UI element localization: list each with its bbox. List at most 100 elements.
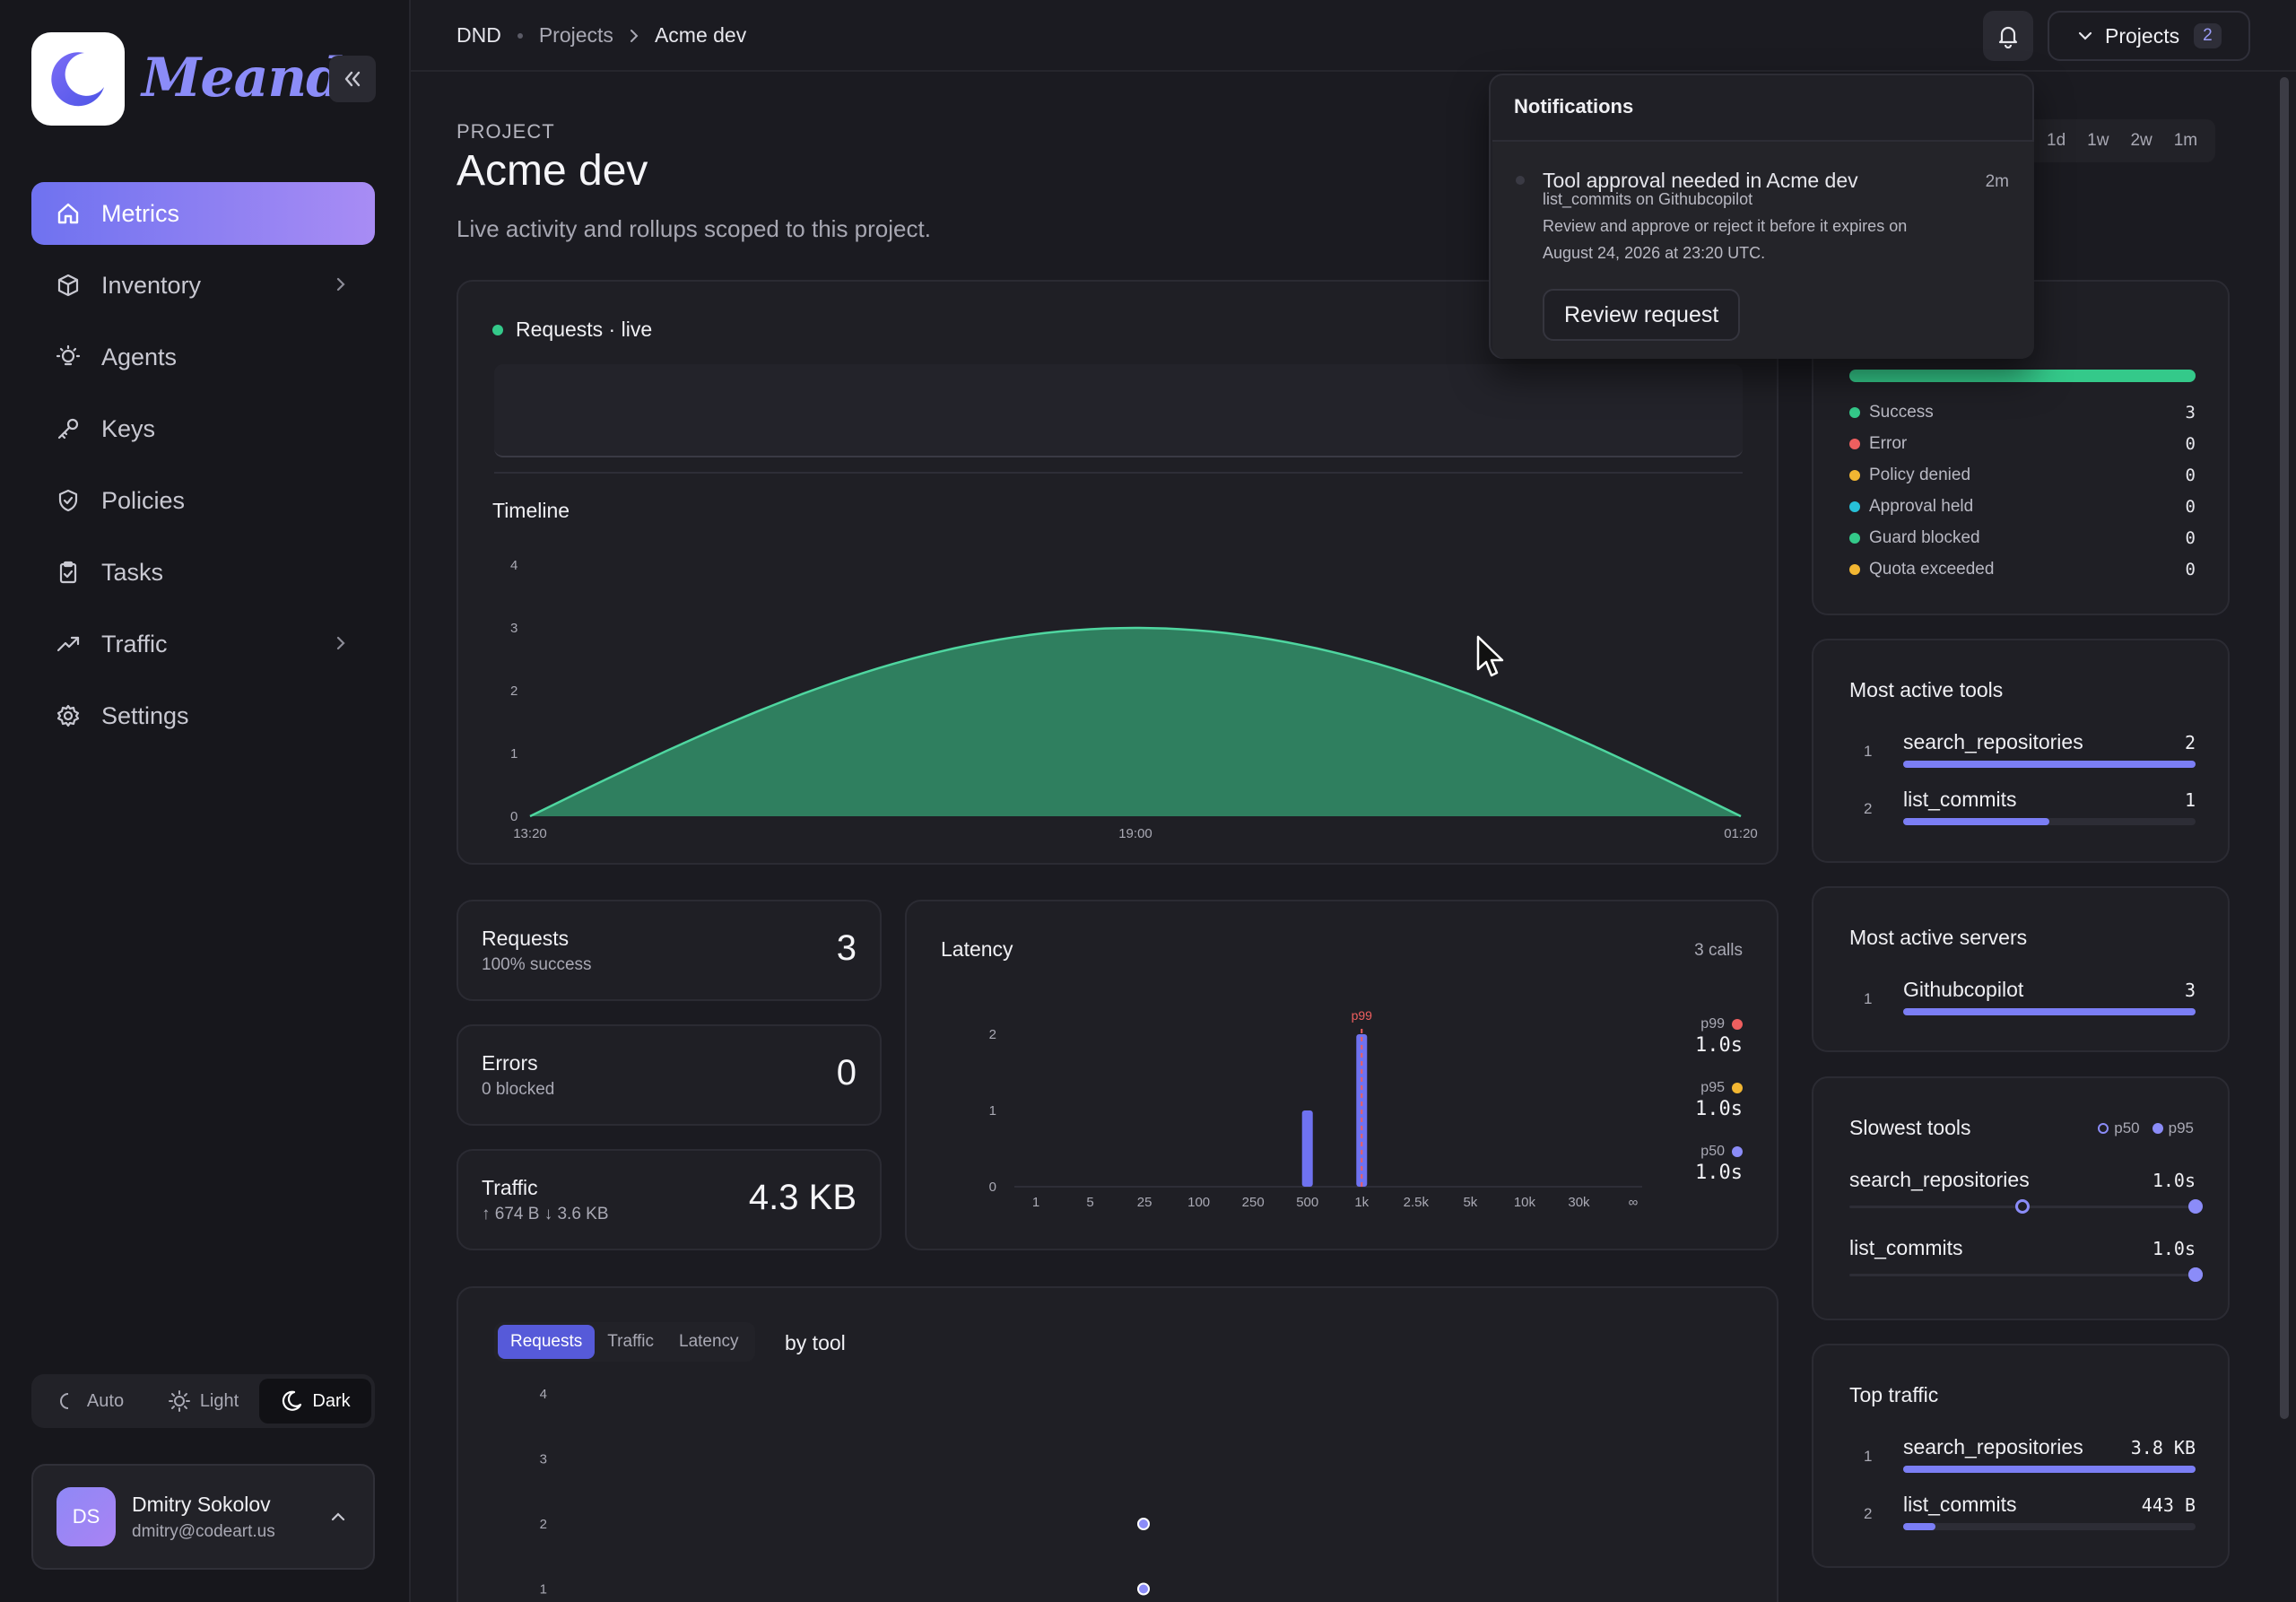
item-bar-track — [1903, 1008, 2196, 1015]
by-tool-chart: 4 3 2 1 — [540, 1387, 1150, 1598]
theme-dark-option[interactable]: Dark — [259, 1379, 371, 1424]
percentile-color-dot — [1732, 1083, 1743, 1093]
most-active-tools-card: Most active tools 1 search_repositories 2 2… — [1812, 639, 2230, 863]
slow-tool-name: search_repositories — [1849, 1168, 2030, 1191]
traffic-stat-label: Traffic — [482, 1176, 538, 1199]
range-tab-2w[interactable]: 2w — [2130, 131, 2152, 150]
collapse-sidebar-button[interactable] — [329, 56, 376, 102]
theme-light-option[interactable]: Light — [147, 1379, 259, 1424]
item-bar-track — [1903, 818, 2196, 825]
item-name: search_repositories — [1903, 1435, 2083, 1458]
slow-tool-value: 1.0s — [2152, 1238, 2196, 1259]
slowest-tools-card: Slowest tools p50 p95 search_repositorie… — [1812, 1076, 2230, 1320]
outcome-value: 0 — [2185, 496, 2196, 517]
slow-tool-track — [1849, 1267, 2203, 1282]
histogram-bar[interactable] — [1301, 1110, 1313, 1187]
x-tick-label: 01:20 — [1724, 826, 1758, 838]
scatter-point[interactable] — [1137, 1518, 1150, 1530]
rank-number: 1 — [1864, 1448, 1873, 1465]
sun-icon — [168, 1390, 190, 1412]
theme-dark-label: Dark — [312, 1390, 351, 1411]
ranked-item[interactable]: 2 list_commits 443 B — [1864, 1493, 2196, 1550]
notification-time: 2m — [1985, 172, 2009, 191]
tab-requests[interactable]: Requests — [498, 1325, 596, 1359]
latency-percentile: p95 1.0s — [1653, 1080, 1743, 1144]
scatter-point[interactable] — [1137, 1582, 1150, 1596]
sidebar-item-keys[interactable]: Keys — [31, 397, 375, 460]
rank-number: 2 — [1864, 1505, 1873, 1522]
tab-traffic[interactable]: Traffic — [607, 1332, 655, 1351]
item-bar-fill — [1903, 1523, 1935, 1530]
latency-percentile: p50 1.0s — [1653, 1144, 1743, 1207]
percentile-label: p95 — [1700, 1080, 1725, 1095]
outcome-label: Approval held — [1869, 496, 1974, 516]
breadcrumb-root[interactable]: DND — [457, 23, 501, 47]
clipboard-icon — [55, 559, 82, 586]
rank-number: 1 — [1864, 990, 1873, 1007]
review-request-button[interactable]: Review request — [1543, 289, 1741, 341]
breadcrumb-projects[interactable]: Projects — [538, 23, 613, 47]
ranked-item[interactable]: 1 search_repositories 2 — [1864, 730, 2196, 788]
item-bar-fill — [1903, 1008, 2196, 1015]
notifications-button[interactable] — [1983, 11, 2033, 61]
sidebar-item-settings[interactable]: Settings — [31, 684, 375, 747]
item-bar-track — [1903, 1523, 2196, 1530]
range-tab-1m[interactable]: 1m — [2173, 131, 2198, 150]
sidebar-item-agents[interactable]: Agents — [31, 326, 375, 388]
outcome-value: 3 — [2185, 402, 2196, 422]
y-tick-label: 2 — [510, 683, 517, 699]
slow-tool-row[interactable]: search_repositories 1.0s — [1849, 1168, 2203, 1236]
sidebar-item-inventory[interactable]: Inventory — [31, 254, 375, 317]
key-icon — [55, 415, 82, 442]
slow-tool-value: 1.0s — [2152, 1170, 2196, 1191]
home-icon — [55, 200, 82, 227]
requests-stat-card[interactable]: Requests 100% success 3 — [457, 900, 882, 1001]
x-tick-label: 30k — [1568, 1195, 1590, 1210]
errors-stat-card[interactable]: Errors 0 blocked 0 — [457, 1024, 882, 1126]
percentile-label-row: p50 — [1653, 1144, 1743, 1160]
top-traffic-title: Top traffic — [1849, 1383, 1939, 1406]
chevron-up-icon — [331, 1512, 345, 1521]
range-tab-1w[interactable]: 1w — [2087, 131, 2109, 150]
sidebar-item-metrics[interactable]: Metrics — [31, 182, 375, 245]
item-name: list_commits — [1903, 1493, 2017, 1516]
item-bar-fill — [1903, 818, 2049, 825]
notification-line-3: August 24, 2026 at 23:20 UTC. — [1543, 244, 1766, 262]
notification-line-1: list_commits on Githubcopilot — [1543, 190, 1753, 208]
latency-histogram: 0 1 2 1 5 25 100 250 500 1k 2.5k 5k 10k 30k ∞ p99 — [989, 1008, 1642, 1210]
x-tick-label: 1k — [1354, 1195, 1369, 1210]
errors-stat-sub: 0 blocked — [482, 1080, 555, 1099]
timeline-series-line — [529, 626, 1742, 818]
theme-auto-option[interactable]: Auto — [35, 1379, 147, 1424]
theme-light-label: Light — [199, 1390, 239, 1411]
y-tick-label: 4 — [510, 558, 517, 573]
tab-latency[interactable]: Latency — [679, 1332, 739, 1351]
item-value: 2 — [2184, 732, 2196, 753]
timeline-area — [530, 628, 1741, 816]
x-tick-label: 100 — [1187, 1195, 1210, 1210]
app-logo[interactable] — [31, 32, 125, 126]
sidebar-item-tasks[interactable]: Tasks — [31, 541, 375, 604]
traffic-stat-card[interactable]: Traffic ↑ 674 B ↓ 3.6 KB 4.3 KB — [457, 1149, 882, 1250]
most-active-servers-list: 1 Githubcopilot 3 — [1864, 978, 2196, 1035]
page-scrollbar[interactable] — [2280, 77, 2289, 1419]
sidebar-item-policies[interactable]: Policies — [31, 469, 375, 532]
ranked-item[interactable]: 2 list_commits 1 — [1864, 788, 2196, 845]
ranked-item[interactable]: 1 Githubcopilot 3 — [1864, 978, 2196, 1035]
percentile-label: p50 — [1700, 1144, 1725, 1159]
ranked-item[interactable]: 1 search_repositories 3.8 KB — [1864, 1435, 2196, 1493]
errors-stat-value: 0 — [836, 1053, 857, 1093]
notifications-popover: Notifications Tool approval needed in Ac… — [1489, 74, 2034, 359]
page-subtitle: Live activity and rollups scoped to this… — [457, 215, 931, 242]
sidebar-item-traffic[interactable]: Traffic — [31, 613, 375, 675]
projects-dropdown[interactable]: Projects 2 — [2048, 11, 2250, 61]
percentile-value: 1.0s — [1695, 1034, 1743, 1057]
user-menu[interactable]: DS Dmitry Sokolov dmitry@codeart.us — [31, 1464, 375, 1570]
time-range-tabs: 1d 1w 2w 1m — [2009, 119, 2216, 162]
percentile-color-dot — [1732, 1146, 1743, 1157]
range-tab-1d[interactable]: 1d — [2047, 131, 2066, 150]
most-active-tools-list: 1 search_repositories 2 2 list_commits 1 — [1864, 730, 2196, 845]
rank-number: 2 — [1864, 800, 1873, 817]
slow-tool-row[interactable]: list_commits 1.0s — [1849, 1236, 2203, 1304]
y-tick-label: 0 — [989, 1180, 996, 1195]
